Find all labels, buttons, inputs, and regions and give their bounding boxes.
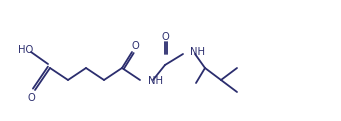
Text: NH: NH [190,47,205,57]
Text: O: O [27,93,35,103]
Text: O: O [161,32,169,42]
Text: NH: NH [148,76,163,86]
Text: HO: HO [18,45,34,55]
Text: O: O [131,41,139,51]
